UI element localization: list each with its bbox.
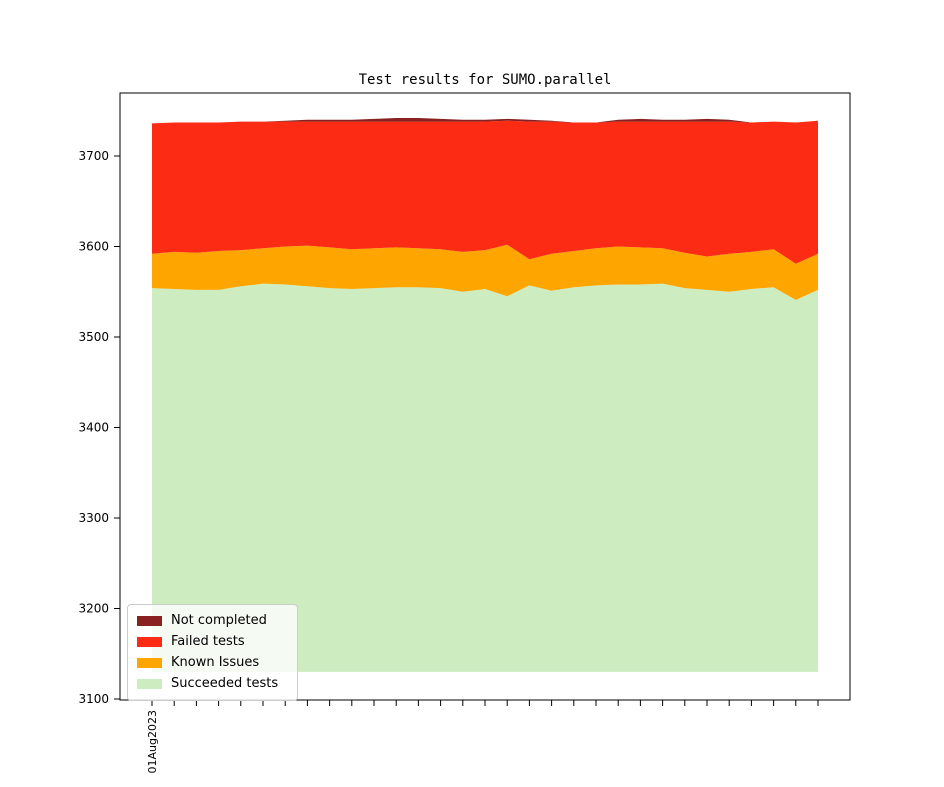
legend-item: Known Issues <box>137 654 287 672</box>
y-tick-label: 3300 <box>78 511 109 525</box>
area-succeeded-tests <box>152 283 818 672</box>
legend-swatch <box>137 616 162 626</box>
legend-item: Succeeded tests <box>137 675 287 693</box>
legend-swatch <box>137 679 162 689</box>
y-tick-label: 3500 <box>78 330 109 344</box>
stacked-areas <box>152 118 818 672</box>
chart-title: Test results for SUMO.parallel <box>358 72 612 88</box>
legend-label: Known Issues <box>171 655 260 670</box>
area-known-issues <box>152 244 818 300</box>
y-tick-label: 3700 <box>78 149 109 163</box>
legend-label: Succeeded tests <box>171 676 279 691</box>
legend-swatch <box>137 658 162 668</box>
legend-box: Not completed Failed tests Known Issues Suc… <box>127 604 298 701</box>
y-axis: 3100 3200 3300 3400 3500 3600 3700 <box>78 149 120 706</box>
area-failed-tests <box>152 120 818 264</box>
legend-swatch <box>137 637 162 647</box>
legend-label: Failed tests <box>171 634 245 649</box>
legend-label: Not completed <box>171 613 267 628</box>
x-tick-label: 01Aug2023 <box>146 710 159 773</box>
y-tick-label: 3400 <box>78 421 109 435</box>
y-tick-label: 3100 <box>78 692 109 706</box>
legend-item: Not completed <box>137 612 287 630</box>
y-tick-label: 3600 <box>78 240 109 254</box>
x-axis: 01Aug2023 <box>146 700 819 773</box>
legend-item: Failed tests <box>137 633 287 651</box>
y-tick-label: 3200 <box>78 602 109 616</box>
area-not-completed <box>152 118 818 124</box>
